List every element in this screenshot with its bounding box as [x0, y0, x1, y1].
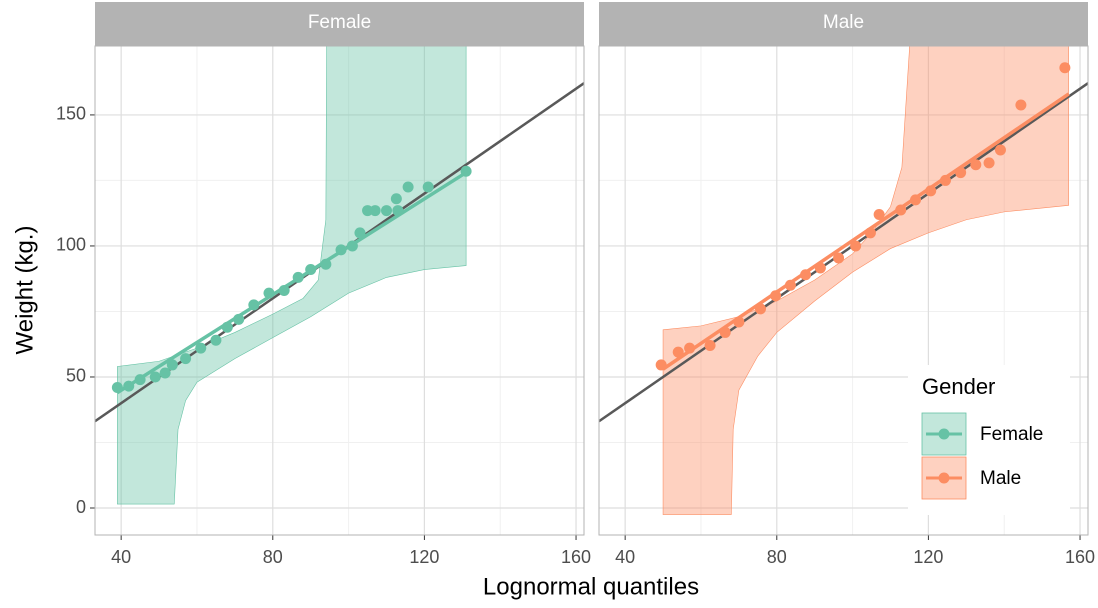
point — [1015, 99, 1027, 111]
point — [233, 313, 245, 325]
point — [994, 144, 1006, 156]
point — [402, 181, 414, 193]
point — [390, 193, 402, 205]
point — [248, 299, 260, 311]
point — [123, 380, 135, 392]
y-axis-label: Weight (kg.) — [11, 226, 38, 355]
panel-border — [598, 45, 1089, 536]
point — [733, 316, 745, 328]
legend-key-point — [938, 472, 950, 484]
point — [895, 204, 907, 216]
point — [263, 287, 275, 299]
point — [221, 321, 233, 333]
point — [111, 381, 123, 393]
point — [166, 359, 178, 371]
confidence-band — [117, 46, 467, 505]
y-tick-label: 50 — [66, 366, 86, 386]
point — [925, 185, 937, 197]
point — [460, 165, 472, 177]
y-tick-label: 100 — [56, 235, 86, 255]
legend-title: Gender — [922, 374, 995, 399]
point — [719, 326, 731, 338]
facet-label: Female — [308, 12, 371, 33]
point — [770, 290, 782, 302]
reference-line — [599, 82, 1088, 423]
point — [134, 374, 146, 386]
x-tick-label: 160 — [1065, 547, 1095, 567]
panel-border — [94, 45, 585, 536]
legend-label: Male — [980, 468, 1021, 489]
point — [362, 205, 374, 217]
point — [392, 205, 404, 217]
point — [180, 353, 192, 365]
point — [195, 342, 207, 354]
point — [684, 342, 696, 354]
point — [754, 303, 766, 315]
point — [939, 174, 951, 186]
point — [422, 181, 434, 193]
point — [159, 367, 171, 379]
legend-box — [908, 365, 1070, 515]
x-tick-label: 160 — [561, 547, 591, 567]
facet-strip — [599, 2, 1088, 46]
y-tick-label: 150 — [56, 104, 86, 124]
point — [655, 359, 667, 371]
point — [833, 252, 845, 264]
point — [983, 157, 995, 169]
point — [800, 269, 812, 281]
x-tick-label: 40 — [111, 547, 131, 567]
point — [305, 264, 317, 276]
x-tick-label: 40 — [615, 547, 635, 567]
point — [970, 159, 982, 171]
panel-data — [599, 46, 1088, 515]
x-tick-label: 120 — [409, 547, 439, 567]
point — [292, 271, 304, 283]
point — [873, 209, 885, 221]
point — [864, 227, 876, 239]
point — [346, 240, 358, 252]
point — [955, 167, 967, 179]
legend-key-point — [938, 428, 950, 440]
point — [704, 340, 716, 352]
point — [210, 334, 222, 346]
point — [149, 371, 161, 383]
point — [910, 194, 922, 206]
point — [1059, 62, 1071, 74]
x-tick-label: 80 — [263, 547, 283, 567]
point — [354, 227, 366, 239]
panel-data — [95, 46, 584, 505]
facet-label: Male — [823, 12, 864, 33]
point — [672, 346, 684, 358]
facet-strip — [95, 2, 584, 46]
x-tick-label: 120 — [913, 547, 943, 567]
point — [850, 240, 862, 252]
x-tick-label: 80 — [767, 547, 787, 567]
point — [335, 244, 347, 256]
point — [784, 279, 796, 291]
legend-label: Female — [980, 424, 1043, 445]
point — [369, 205, 381, 217]
point — [320, 258, 332, 270]
point — [381, 205, 393, 217]
point — [278, 285, 290, 296]
y-tick-label: 0 — [76, 497, 86, 517]
fit-line — [116, 171, 468, 395]
x-axis-label: Lognormal quantiles — [483, 573, 699, 600]
point — [814, 262, 826, 274]
